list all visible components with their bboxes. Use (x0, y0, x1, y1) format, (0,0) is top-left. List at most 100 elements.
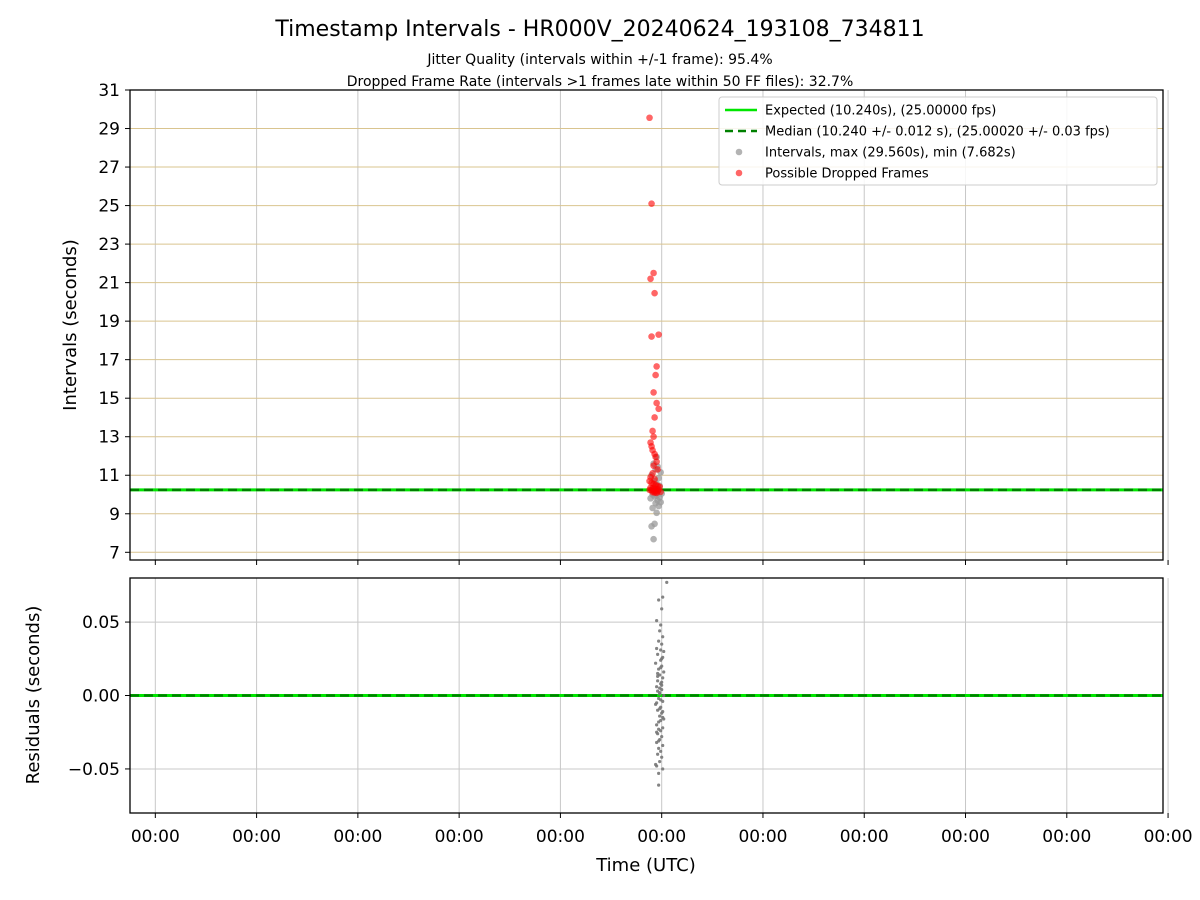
y-tick-label: 0.00 (82, 687, 120, 707)
residual-point (658, 759, 662, 764)
dropped-frame-point (653, 363, 660, 370)
residual-point (660, 755, 664, 759)
residual-point (659, 665, 663, 670)
residual-point (656, 689, 660, 693)
intervals-y-axis-label: Intervals (seconds) (60, 239, 81, 411)
x-tick-label: 00:00 (637, 827, 686, 847)
dropped-frame-point (655, 331, 662, 338)
y-tick-label: 29 (98, 120, 120, 140)
plot-frame (129, 89, 1164, 561)
residual-point (655, 646, 659, 651)
residual-point (661, 635, 665, 639)
legend: Expected (10.240s), (25.00000 fps) Median… (718, 96, 1158, 186)
legend-marker-swatch (735, 169, 743, 177)
x-axis-label: Time (UTC) (595, 855, 696, 876)
residual-point (656, 652, 660, 656)
residual-point (654, 661, 658, 665)
x-tick-label: 00:00 (941, 827, 990, 847)
residual-point (658, 686, 662, 690)
residual-point (657, 771, 661, 775)
x-tick-label: 00:00 (840, 827, 889, 847)
residual-point (661, 767, 665, 771)
legend-entry-label: Expected (10.240s), (25.00000 fps) (765, 104, 996, 119)
residual-point (660, 735, 664, 739)
dropped-frame-point (653, 399, 660, 407)
residual-point (655, 618, 659, 623)
dropped-frame-point (647, 275, 654, 283)
dropped-frame-point (653, 489, 660, 497)
x-tick-label: 00:00 (738, 827, 787, 847)
residual-point (658, 714, 662, 718)
residual-point (665, 580, 669, 585)
legend-entry-label: Median (10.240 +/- 0.012 s), (25.00020 +… (765, 125, 1110, 140)
y-tick-label: 25 (98, 197, 120, 217)
dropped-frame-point (652, 371, 659, 379)
legend-entry-label: Intervals, max (29.560s), min (7.682s) (765, 146, 1016, 161)
residual-point (662, 649, 666, 654)
residual-point (661, 715, 665, 720)
residual-point (659, 623, 663, 627)
residual-point (657, 739, 661, 743)
y-tick-label: 0.05 (82, 613, 120, 633)
interval-point (651, 520, 658, 528)
residuals-plot: 00:00 00:00 00:00 00:00 00:00 00:00 00:00 00:00… (68, 577, 1193, 847)
residual-point (655, 730, 659, 734)
y-tick-label: 23 (98, 235, 120, 255)
x-tick-label: 00:00 (333, 827, 382, 847)
x-tick-label: 00:00 (435, 827, 484, 847)
dropped-frame-point (648, 200, 655, 207)
residual-point (659, 749, 663, 753)
x-tick-label: 00:00 (1042, 827, 1091, 847)
dropped-frame-point (650, 389, 657, 396)
residual-point (657, 598, 661, 602)
legend-entry-label: Possible Dropped Frames (765, 167, 929, 182)
y-tick-label: 27 (98, 158, 120, 178)
residual-point (662, 693, 666, 698)
y-tick-label: 7 (109, 543, 120, 563)
dropped-frame-point (649, 427, 656, 435)
residual-point (662, 670, 666, 674)
residual-point (661, 676, 665, 680)
residual-point (657, 727, 661, 731)
x-tick-label: 00:00 (232, 827, 281, 847)
residual-point (661, 710, 665, 714)
chart-title: Timestamp Intervals - HR000V_20240624_19… (274, 17, 924, 42)
y-tick-label: −0.05 (68, 760, 120, 780)
x-tick-label: 00:00 (536, 827, 585, 847)
residual-point (655, 723, 659, 727)
x-tick-label: 00:00 (131, 827, 180, 847)
y-tick-label: 9 (109, 505, 120, 525)
residual-point (660, 680, 664, 684)
y-tick-label: 11 (98, 466, 120, 486)
y-tick-label: 15 (98, 389, 120, 409)
dropped-frame-point (651, 414, 658, 421)
plot-frame (129, 577, 1164, 814)
y-tick-label: 21 (98, 274, 120, 294)
residual-point (658, 692, 662, 696)
legend-marker-swatch (735, 148, 743, 156)
legend-box (718, 96, 1158, 186)
residual-point (661, 595, 665, 599)
dropped-frame-point (646, 114, 653, 122)
interval-point (650, 535, 657, 543)
residual-point (657, 783, 661, 787)
residual-point (660, 683, 664, 687)
dropped-frame-point (651, 289, 658, 297)
chart-subtitle-dropped: Dropped Frame Rate (intervals >1 frames … (347, 74, 854, 90)
residual-point (657, 639, 661, 643)
residual-point (660, 657, 664, 661)
chart-subtitle-jitter: Jitter Quality (intervals within +/-1 fr… (426, 52, 772, 68)
residual-point (656, 679, 660, 683)
intervals-plot: 7 9 11 13 15 17 19 21 23 25 27 29 31 Expected (10.240… (98, 81, 1169, 565)
residual-point (659, 648, 663, 652)
y-tick-label: 19 (98, 312, 120, 332)
dropped-frame-point (650, 433, 657, 441)
residual-point (658, 629, 662, 633)
residual-point (658, 707, 662, 711)
interval-point (653, 509, 660, 517)
residual-point (659, 698, 663, 702)
residual-point (661, 743, 665, 748)
dropped-frame-point (655, 405, 662, 413)
residual-point (657, 746, 661, 750)
